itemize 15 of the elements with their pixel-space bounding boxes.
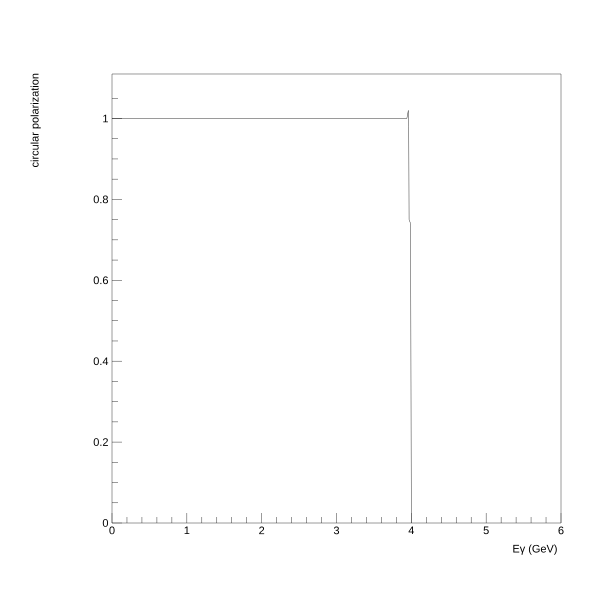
y-tick-label: 0.8: [94, 196, 108, 204]
y-axis-title: circular polarization: [30, 74, 41, 167]
x-tick-label: 1: [184, 526, 190, 534]
x-tick-label: 5: [484, 526, 489, 534]
y-tick-label: 0.4: [94, 357, 108, 366]
x-tick-label: 3: [334, 526, 340, 534]
x-tick-label: 6: [558, 526, 564, 534]
y-tick-label: 0.6: [94, 276, 108, 284]
y-tick-label: 0: [102, 519, 108, 527]
x-tick-label: 4: [408, 526, 414, 534]
x-tick-label: 2: [259, 526, 264, 534]
y-tick-label: 1: [103, 114, 108, 122]
y-tick-label: 0.2: [94, 438, 108, 446]
x-tick-label: 0: [109, 526, 115, 534]
x-axis-title: Eγ (GeV): [513, 544, 557, 555]
